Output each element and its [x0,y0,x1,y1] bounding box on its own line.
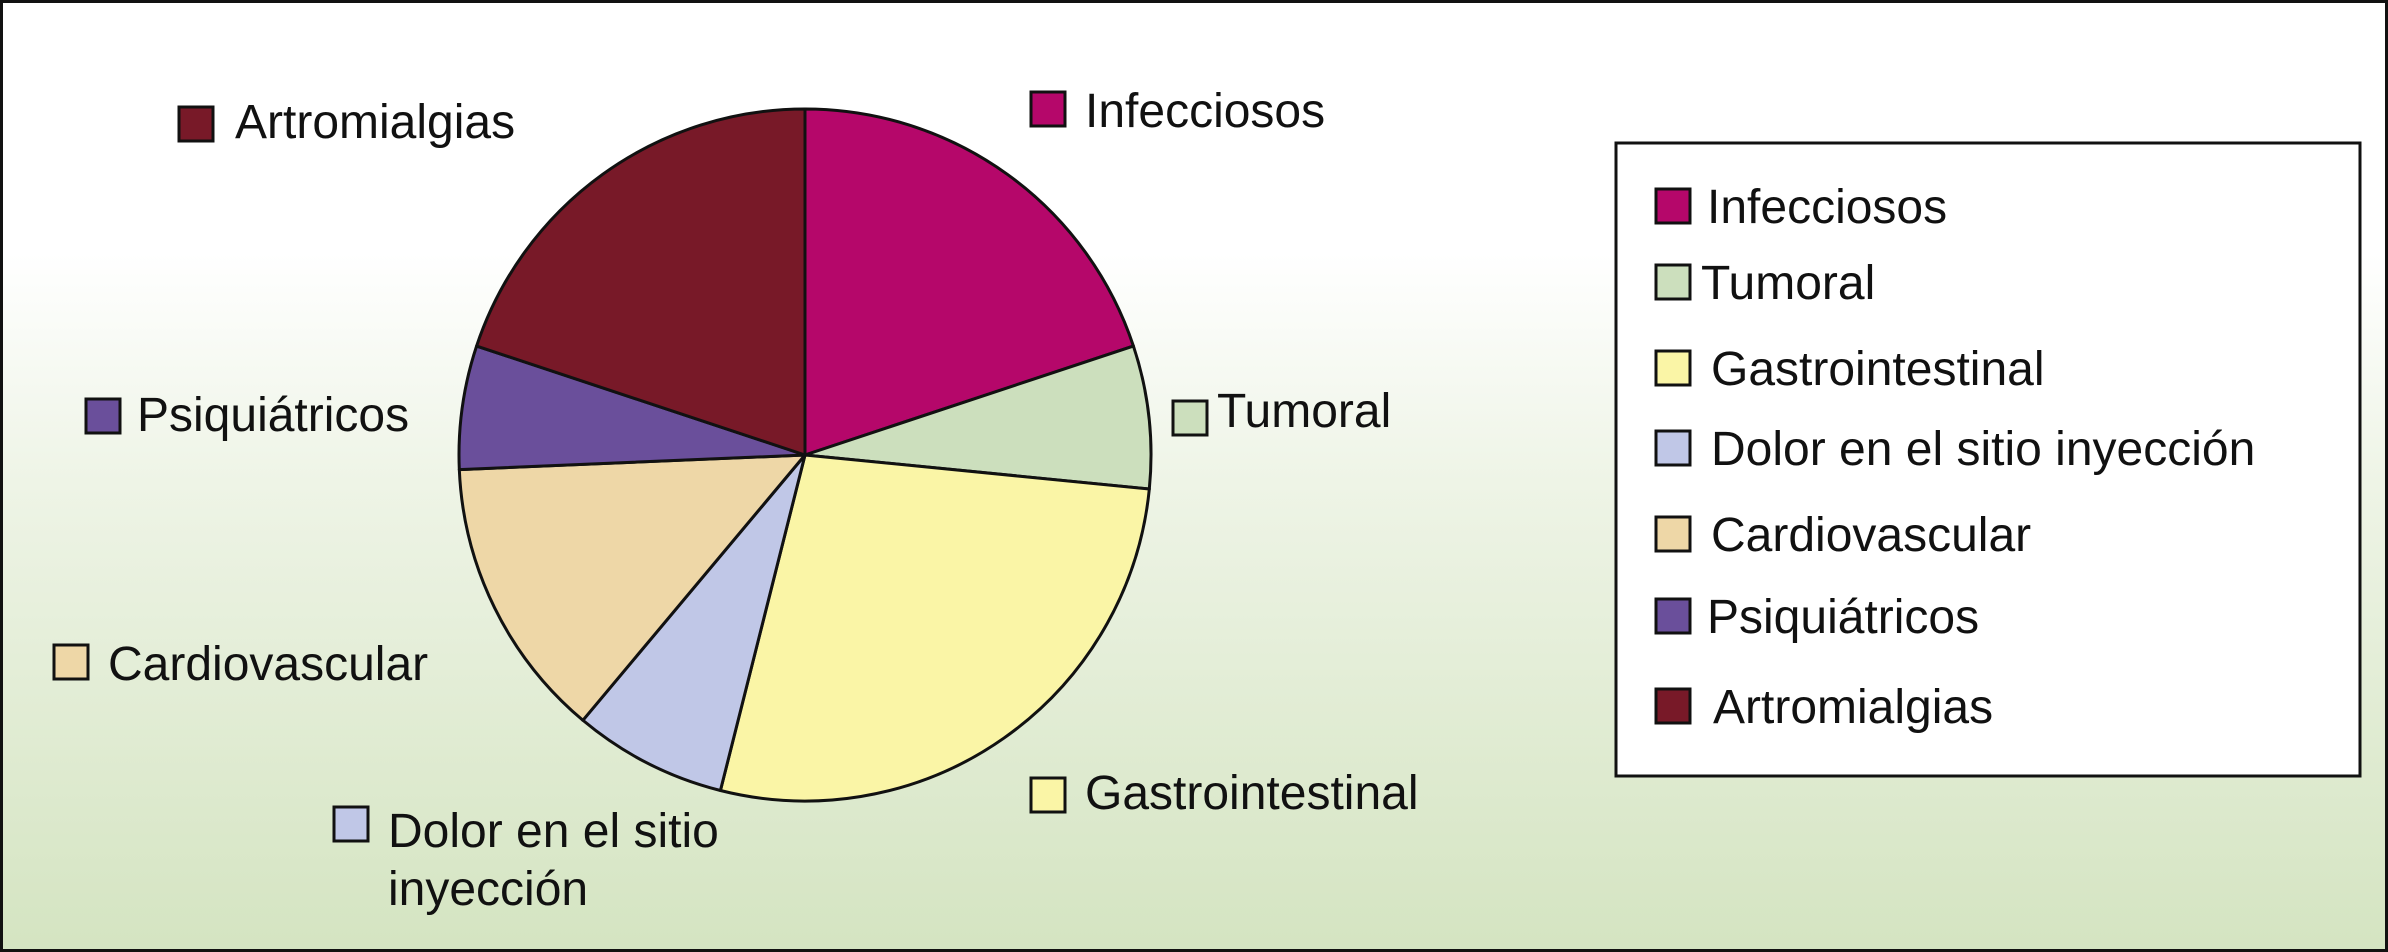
slice-label-infecciosos: Infecciosos [1085,85,1325,138]
pie-slice-psiquiatricos [457,344,807,472]
legend-swatch-infecciosos [1654,187,1692,225]
legend-label-gastrointestinal: Gastrointestinal [1711,343,2045,396]
legend-swatch-cardiovascular [1654,515,1692,553]
pie-slices [457,107,1153,803]
slice-labels: Infecciosos Tumoral Gastrointestinal Dolor … [52,85,1419,916]
slice-label-swatch-dolor-en-el-sitio-inyeccion [332,805,370,843]
slice-label-psiquiatricos: Psiquiátricos [137,389,409,442]
legend-label-tumoral: Tumoral [1701,257,1875,310]
legend-label-infecciosos: Infecciosos [1707,181,1947,234]
legend-box [1614,141,2362,778]
pie-slice-tumoral [803,344,1153,491]
slice-label-dolor-en-el-sitio-inyeccion-line-2: inyección [388,863,588,916]
slice-label-swatch-infecciosos [1029,90,1067,128]
legend-swatch-artromialgias [1654,687,1692,725]
slice-label-swatch-tumoral [1171,399,1209,437]
pie-slice-artromialgias [475,107,807,457]
legend-label-psiquiatricos: Psiquiátricos [1707,591,1979,644]
slice-label-swatch-cardiovascular [52,643,90,681]
pie-slice-dolor-en-el-sitio-inyeccion [581,453,807,792]
legend-swatch-tumoral [1654,263,1692,301]
pie-slice-cardiovascular [457,453,807,722]
slice-label-swatch-artromialgias [177,105,215,143]
slice-label-swatch-gastrointestinal [1029,776,1067,814]
legend: Infecciosos Tumoral Gastrointestinal Dolor … [1614,141,2362,778]
slice-label-gastrointestinal: Gastrointestinal [1085,767,1419,820]
slice-label-dolor-en-el-sitio-inyeccion-line-1: Dolor en el sitio [388,805,719,858]
pie-slice-gastrointestinal [718,453,1151,803]
pie-chart: Infecciosos Tumoral Gastrointestinal Dolor … [52,85,2362,916]
slice-label-tumoral: Tumoral [1217,385,1391,438]
legend-label-dolor-en-el-sitio-inyeccion: Dolor en el sitio inyección [1711,423,2255,476]
legend-swatch-psiquiatricos [1654,597,1692,635]
legend-swatch-dolor-en-el-sitio-inyeccion [1654,429,1692,467]
legend-label-cardiovascular: Cardiovascular [1711,509,2031,562]
slice-label-artromialgias: Artromialgias [235,96,515,149]
slice-label-cardiovascular: Cardiovascular [108,638,428,691]
legend-swatch-gastrointestinal [1654,349,1692,387]
pie-slice-infecciosos [803,107,1135,457]
legend-label-artromialgias: Artromialgias [1713,681,1993,734]
slice-label-swatch-psiquiatricos [84,397,122,435]
